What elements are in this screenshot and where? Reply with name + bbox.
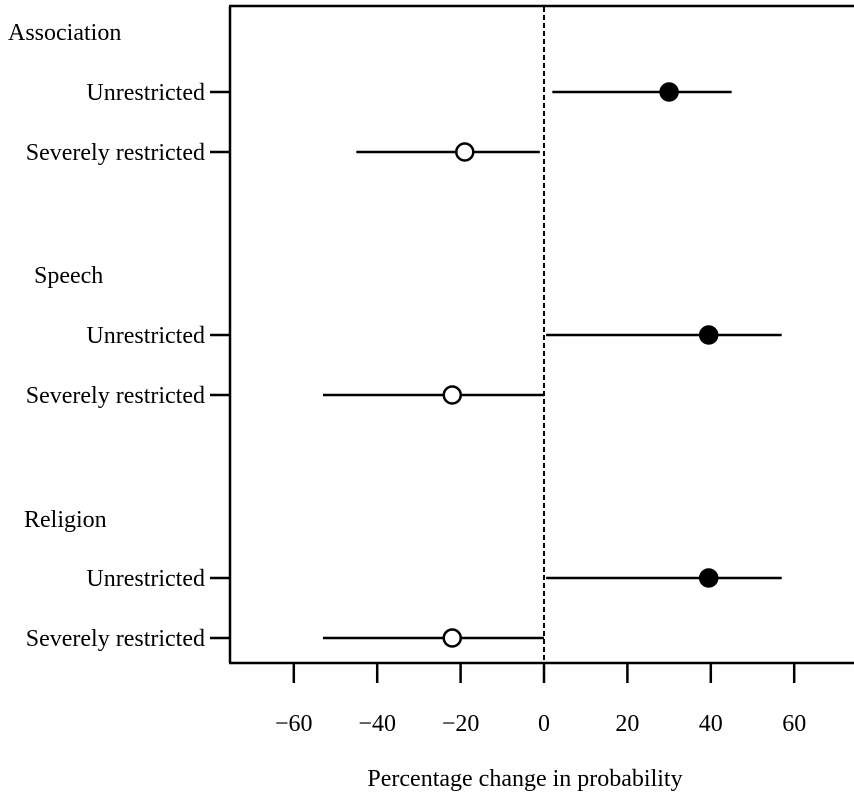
point-estimate [659, 82, 679, 102]
row-label: Unrestricted [86, 323, 205, 349]
row-groups: Association Unrestricted Severely restrict… [8, 20, 782, 652]
x-tick-label: −40 [358, 711, 396, 737]
x-tick-label: 0 [538, 711, 550, 737]
group-religion: Religion Unrestricted Severely restricted [24, 507, 782, 652]
x-tick-label: −60 [275, 711, 313, 737]
x-axis-label: Percentage change in probability [367, 766, 682, 792]
point-estimate [442, 385, 463, 405]
x-axis-ticks: −60 −40 −20 0 20 40 60 [275, 663, 806, 737]
point-estimate [698, 568, 719, 588]
x-tick-label: −20 [442, 711, 480, 737]
row-label: Severely restricted [26, 140, 205, 166]
point-estimate [442, 628, 463, 648]
group-speech: Speech Unrestricted Severely restricted [26, 263, 782, 409]
x-tick-label: 40 [699, 711, 723, 737]
row-label: Severely restricted [26, 626, 205, 652]
row-label: Unrestricted [86, 80, 205, 106]
x-tick-label: 20 [615, 711, 639, 737]
group-association: Association Unrestricted Severely restrict… [8, 20, 732, 166]
group-heading: Religion [24, 507, 107, 533]
point-estimate [455, 142, 475, 162]
group-heading: Association [8, 20, 121, 46]
row-label: Unrestricted [86, 566, 205, 592]
group-heading: Speech [34, 263, 103, 289]
row-label: Severely restricted [26, 383, 205, 409]
x-tick-label: 60 [782, 711, 806, 737]
point-estimate [698, 325, 719, 345]
